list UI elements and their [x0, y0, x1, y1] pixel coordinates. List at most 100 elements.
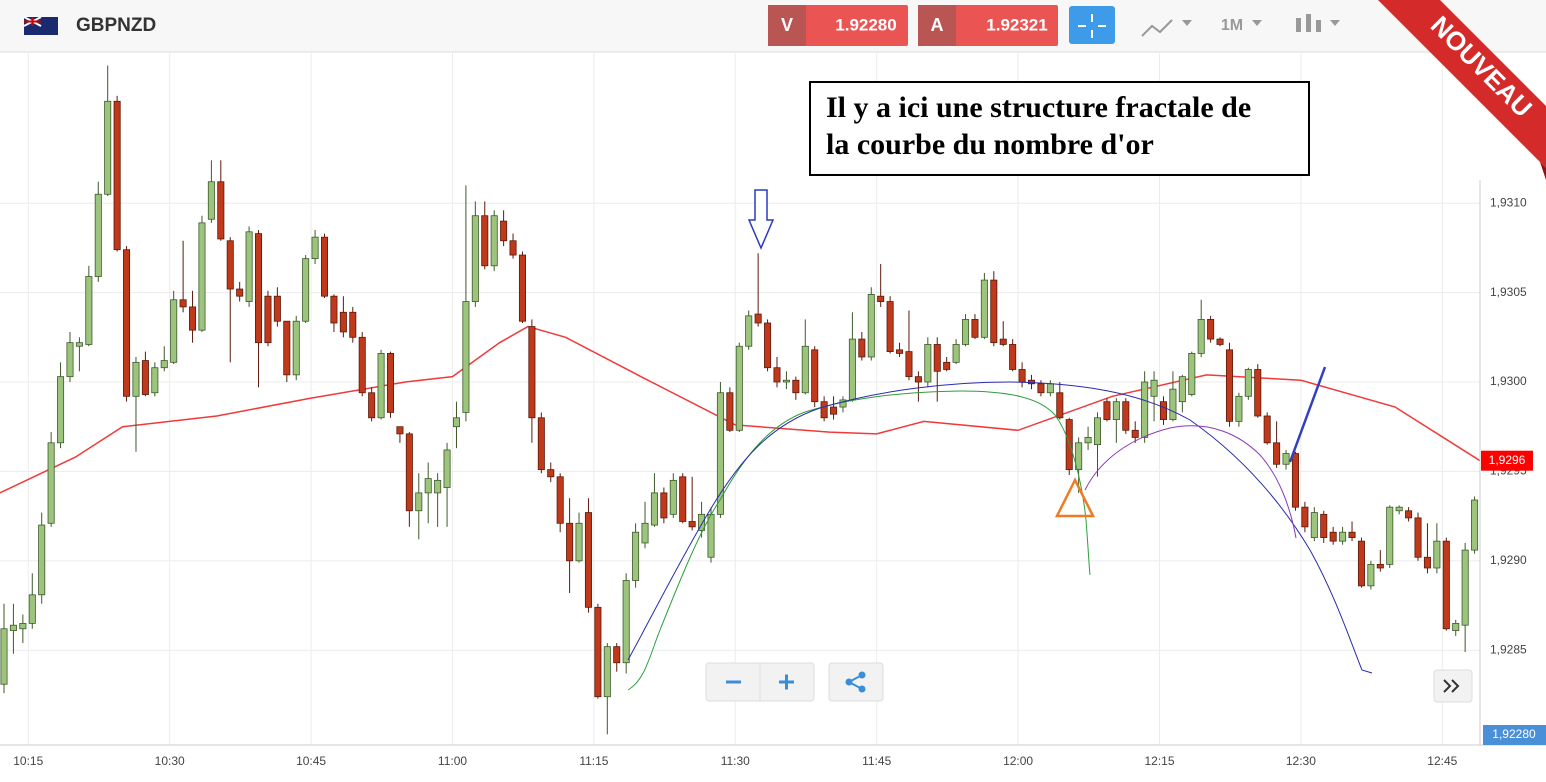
sell-button[interactable]: V 1.92280	[768, 5, 908, 46]
y-tick-label: 1,9300	[1490, 374, 1527, 388]
candle-body	[613, 646, 621, 664]
candle-body	[698, 513, 706, 531]
moving-average	[0, 325, 1481, 494]
candle-body	[1405, 510, 1413, 519]
crosshair-button[interactable]	[1069, 6, 1115, 44]
candle-body	[990, 279, 998, 344]
candle-body	[867, 293, 875, 358]
x-tick-label: 12:15	[1144, 754, 1174, 768]
candle-body	[1442, 540, 1450, 630]
candle-type-button[interactable]	[1296, 14, 1340, 32]
candle-body	[443, 449, 451, 488]
candle-body	[170, 299, 178, 363]
candle-body	[905, 351, 913, 378]
candle-body	[962, 319, 970, 345]
candle-body	[1150, 379, 1158, 397]
candle-body	[75, 342, 83, 347]
chart-style-button[interactable]	[1141, 19, 1192, 37]
candle-body	[104, 100, 112, 195]
candle-body	[603, 646, 611, 698]
candle-body	[1376, 564, 1384, 569]
candle-body	[292, 320, 300, 376]
candle-body	[189, 306, 197, 331]
candle-body	[1178, 376, 1186, 403]
annotation-line: la courbe du nombre d'or	[826, 128, 1154, 161]
candle-body	[943, 361, 951, 370]
candle-body	[707, 513, 715, 558]
candle-body	[1159, 401, 1168, 420]
candle-body	[160, 360, 168, 369]
candle-body	[1395, 506, 1403, 512]
candle-body	[207, 181, 215, 220]
candle-body	[179, 299, 187, 308]
buy-button[interactable]: A 1.92321	[918, 5, 1058, 46]
candle-body	[1329, 531, 1337, 542]
candle-body	[1093, 417, 1102, 445]
candle-body	[509, 240, 517, 256]
candle-body	[1103, 401, 1111, 420]
candle-body	[801, 345, 809, 394]
x-tick-label: 12:00	[1003, 754, 1033, 768]
zoom-controls	[705, 662, 884, 702]
axis-labels: 1,92851,92901,92951,93001,93051,931010:1…	[13, 195, 1533, 768]
candle-body	[1452, 623, 1460, 631]
candle-body	[537, 417, 545, 471]
candle-body	[302, 258, 310, 322]
candle-body	[1112, 401, 1120, 420]
candle-body	[556, 476, 564, 524]
candle-body	[594, 606, 602, 698]
candle-body	[1301, 506, 1309, 528]
candle-body	[1273, 442, 1281, 465]
candle-body	[481, 215, 489, 267]
candle-body	[1310, 512, 1318, 538]
candle-body	[716, 392, 724, 515]
candle-body	[660, 492, 668, 519]
candle-body	[773, 367, 781, 383]
candle-body	[1357, 540, 1365, 587]
candle-body	[405, 433, 413, 512]
candle-body	[349, 311, 357, 338]
candle-body	[1423, 556, 1431, 569]
scroll-right-button[interactable]	[1433, 669, 1473, 703]
candle-body	[971, 319, 979, 338]
annotation-box	[809, 81, 1310, 176]
candle-body	[896, 349, 904, 354]
candle-body	[273, 295, 281, 322]
candle-body	[424, 478, 432, 494]
y-tick-label: 1,9285	[1490, 642, 1527, 656]
candle-body	[1075, 442, 1083, 471]
candle-body	[650, 492, 658, 526]
share-button[interactable]	[828, 662, 884, 702]
y-tick-label: 1,9305	[1490, 285, 1527, 299]
candle-body	[924, 344, 932, 383]
candle-body	[1216, 338, 1224, 345]
candle-body	[1291, 453, 1299, 508]
zoom-in[interactable]	[779, 674, 794, 690]
candle-body	[264, 295, 272, 344]
candle-body	[28, 594, 36, 624]
candle-body	[1414, 517, 1422, 558]
symbol: GBPNZD	[76, 15, 156, 36]
candle-body	[500, 220, 508, 242]
candle-body	[1197, 319, 1205, 354]
candle-body	[933, 344, 941, 372]
candle-body	[38, 524, 46, 596]
candle-body	[782, 379, 790, 383]
candle-body	[952, 344, 960, 363]
candle-body	[547, 469, 555, 478]
candle-body	[1367, 564, 1375, 587]
timeframe[interactable]: 1M	[1221, 17, 1243, 34]
candle-body	[632, 531, 640, 581]
candle-body	[490, 215, 498, 267]
candle-body	[113, 100, 121, 251]
drawings	[627, 189, 1373, 691]
candle-body	[226, 240, 234, 290]
x-tick-label: 11:30	[721, 754, 750, 768]
candle-body	[877, 295, 885, 302]
buy-price: 1.92321	[986, 15, 1047, 34]
candle-body	[764, 322, 772, 369]
bid-box-label: 1,92280	[1492, 727, 1536, 741]
x-tick-label: 10:30	[155, 754, 185, 768]
candle-body	[811, 349, 819, 403]
